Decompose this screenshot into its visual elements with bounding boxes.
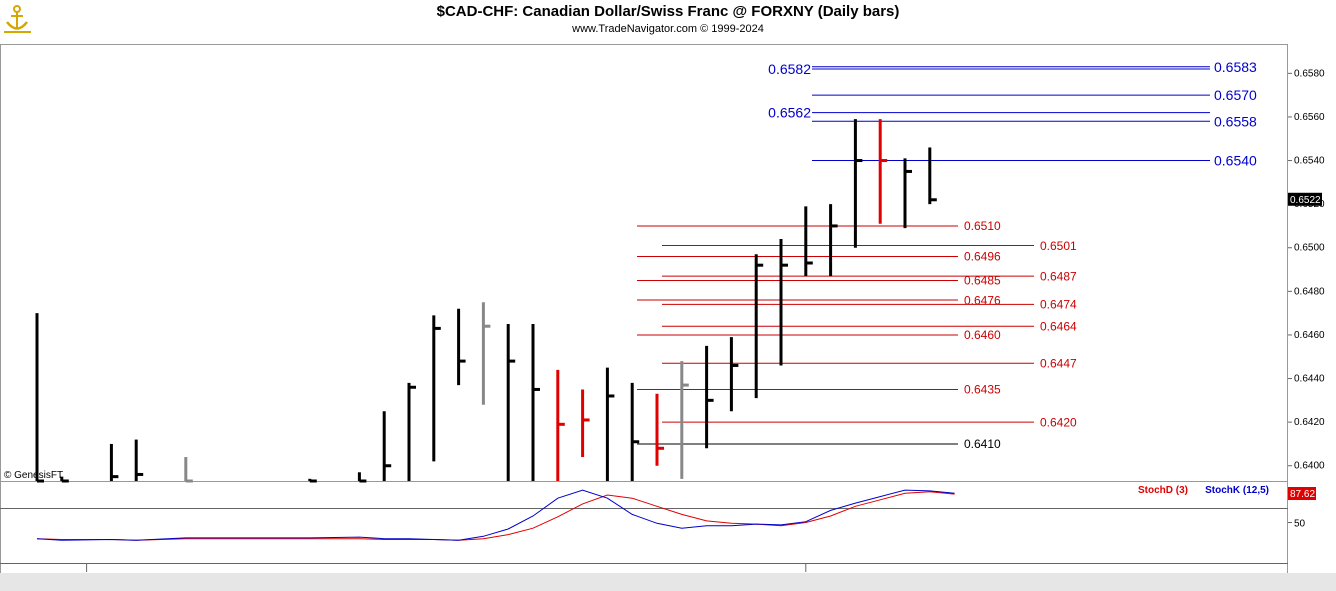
stoch-tick-label: 50 — [1294, 519, 1306, 530]
level-label: 0.6582 — [768, 61, 811, 77]
anchor-icon — [4, 5, 31, 33]
time-axis-bar — [0, 573, 1336, 591]
ohlc-bar — [680, 361, 689, 479]
chart-subtitle: www.TradeNavigator.com © 1999-2024 — [572, 23, 764, 35]
stoch-series-line — [36, 489, 955, 541]
ohlc-bar — [134, 439, 144, 481]
ohlc-bar — [556, 369, 565, 481]
level-label: 0.6496 — [964, 250, 1001, 264]
ohlc-bar — [705, 345, 714, 449]
ohlc-bar — [581, 389, 590, 458]
ohlc-bar — [506, 324, 516, 481]
level-label: 0.6410 — [964, 437, 1001, 451]
level-label: 0.6474 — [1040, 298, 1077, 312]
y-tick-label: 0.6460 — [1294, 330, 1325, 341]
ohlc-bar — [928, 147, 937, 205]
ohlc-bar — [109, 443, 119, 481]
ohlc-bar — [729, 337, 739, 412]
ohlc-bar — [407, 382, 416, 481]
ohlc-bar — [878, 119, 888, 224]
ohlc-bar — [481, 302, 491, 405]
level-label: 0.6558 — [1214, 113, 1257, 129]
ohlc-bar — [605, 367, 615, 481]
ohlc-bar — [903, 158, 912, 229]
ohlc-bar — [804, 206, 813, 277]
price-panel — [0, 44, 1288, 482]
ohlc-bar — [531, 324, 540, 481]
ohlc-bar — [308, 478, 317, 483]
y-tick-label: 0.6560 — [1294, 112, 1325, 123]
ohlc-bar — [655, 393, 664, 466]
level-label: 0.6420 — [1040, 415, 1077, 429]
stoch-panel — [0, 481, 1288, 574]
y-tick-label: 0.6500 — [1294, 243, 1325, 254]
ohlc-bar — [779, 239, 788, 366]
ohlc-bar — [184, 457, 193, 483]
level-label: 0.6583 — [1214, 59, 1257, 75]
ohlc-bar — [630, 382, 640, 481]
ohlc-bar — [457, 308, 466, 386]
ohlc-bar — [754, 254, 764, 399]
level-label: 0.6570 — [1214, 87, 1257, 103]
y-tick-label: 0.6580 — [1294, 68, 1325, 79]
y-tick-label: 0.6480 — [1294, 286, 1325, 297]
ohlc-bar — [60, 476, 69, 483]
stoch-series-line — [36, 491, 955, 541]
last-price-marker: 0.6522 — [1288, 192, 1322, 206]
ohlc-bar — [382, 411, 392, 481]
level-label: 0.6464 — [1040, 320, 1077, 334]
level-label: 0.6485 — [964, 274, 1001, 288]
ohlc-bar — [357, 472, 367, 483]
level-label: 0.6487 — [1040, 269, 1077, 283]
level-label: 0.6510 — [964, 219, 1001, 233]
y-tick-label: 0.6540 — [1294, 156, 1325, 167]
legend-stochd: StochD (3) — [1138, 485, 1188, 496]
level-label: 0.6540 — [1214, 153, 1257, 169]
stoch-last-marker: 87.62 — [1288, 487, 1316, 500]
y-tick-label: 0.6420 — [1294, 417, 1325, 428]
last-price-label: 0.6522 — [1290, 195, 1321, 206]
level-label: 0.6435 — [964, 383, 1001, 397]
stoch-last-label: 87.62 — [1290, 489, 1315, 500]
level-label: 0.6460 — [964, 328, 1001, 342]
watermark: © GenesisFT — [4, 470, 63, 481]
chart-title: $CAD-CHF: Canadian Dollar/Swiss Franc @ … — [436, 3, 900, 20]
ohlc-bar — [853, 119, 863, 248]
y-tick-label: 0.6440 — [1294, 374, 1325, 385]
level-label: 0.6501 — [1040, 239, 1077, 253]
level-label: 0.6476 — [964, 293, 1001, 307]
level-label: 0.6562 — [768, 105, 811, 121]
y-tick-label: 0.6400 — [1294, 461, 1325, 472]
level-label: 0.6447 — [1040, 357, 1077, 371]
ohlc-bar — [829, 204, 838, 277]
ohlc-bar — [432, 315, 441, 462]
ohlc-bar — [35, 313, 44, 483]
legend-stochk: StochK (12,5) — [1205, 485, 1269, 496]
